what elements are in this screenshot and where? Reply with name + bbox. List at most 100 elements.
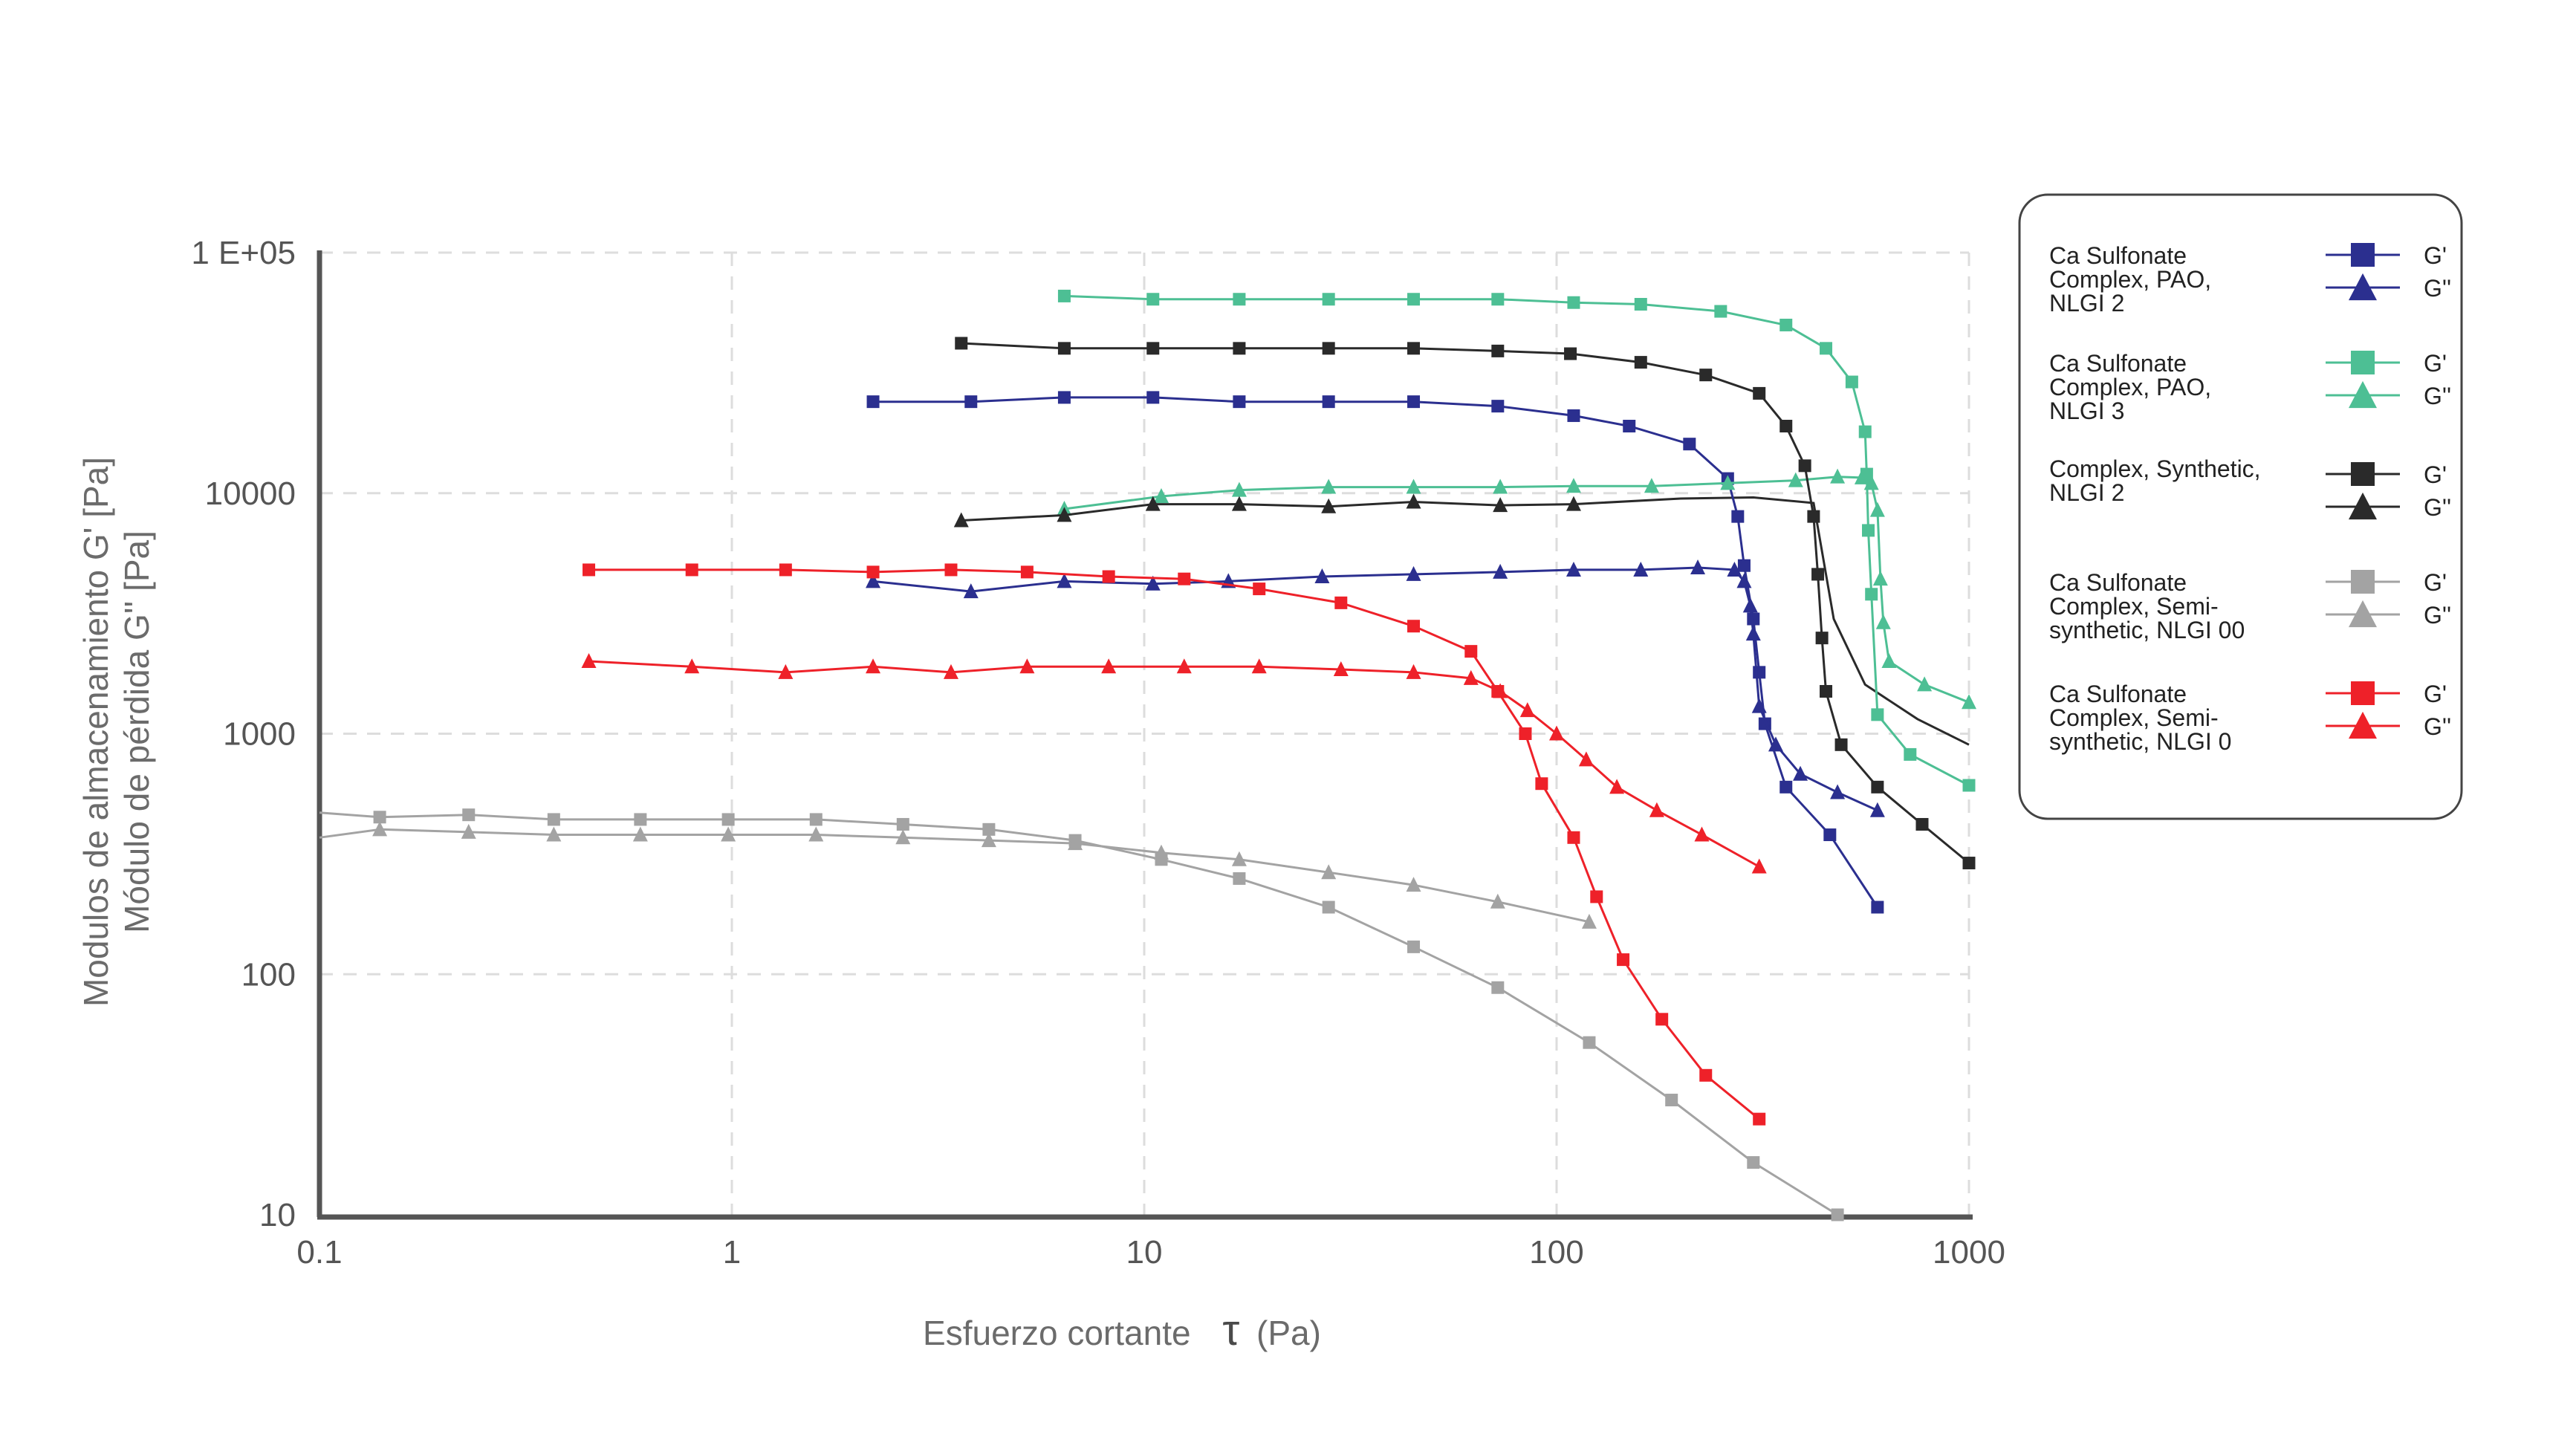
legend-label-line: synthetic, NLGI 0	[2049, 728, 2231, 755]
triangle-marker	[1333, 661, 1349, 677]
tick-labels: 0.1 1 10 100 1000 10 100 1000 10000 1 E+05	[191, 235, 2005, 1271]
square-marker	[1731, 510, 1745, 523]
legend-label-line: Complex, Semi-	[2049, 593, 2219, 620]
triangle-marker	[2349, 600, 2377, 628]
x-axis-title: Esfuerzo cortante τ (Pa)	[923, 1306, 1321, 1354]
triangle-marker	[1690, 559, 1706, 575]
square-marker	[373, 811, 386, 824]
series-red-g1	[583, 563, 1766, 1126]
triangle-marker	[1314, 568, 1330, 584]
triangle-marker	[808, 826, 824, 842]
square-marker	[1865, 588, 1878, 601]
square-marker	[1815, 632, 1829, 645]
triangle-marker	[1581, 913, 1597, 929]
triangle-marker	[1962, 694, 1976, 710]
square-marker	[1820, 684, 1833, 698]
triangle-marker	[1493, 497, 1508, 513]
legend-label-line: NLGI 3	[2049, 398, 2124, 424]
series-line	[588, 660, 1760, 868]
square-marker	[1807, 510, 1820, 523]
square-marker	[1322, 342, 1335, 355]
square-marker	[1057, 391, 1071, 404]
triangle-marker	[1493, 683, 1508, 698]
triangle-marker	[1145, 496, 1161, 511]
square-marker	[1322, 293, 1335, 306]
series-blue-g1	[866, 391, 1884, 914]
y-tick-label: 1000	[223, 716, 296, 753]
triangle-marker	[1493, 478, 1508, 494]
triangle-marker	[1019, 658, 1035, 674]
triangle-marker	[1406, 877, 1421, 892]
square-marker	[1407, 293, 1421, 306]
square-marker	[944, 563, 958, 577]
square-marker	[685, 563, 698, 577]
triangle-marker	[1768, 736, 1783, 752]
triangle-marker	[1493, 563, 1508, 579]
triangle-marker	[1788, 472, 1803, 487]
triangle-marker	[1068, 835, 1083, 851]
square-marker	[1322, 901, 1335, 914]
square-marker	[1407, 940, 1421, 953]
triangle-marker	[1751, 698, 1767, 713]
triangle-marker	[1869, 502, 1885, 517]
square-marker	[1634, 356, 1647, 369]
triangle-marker	[2349, 380, 2377, 409]
square-marker	[1820, 342, 1833, 355]
series-black-g1	[955, 337, 1976, 870]
square-marker	[1699, 1068, 1713, 1082]
triangle-marker	[1176, 658, 1192, 674]
triangle-marker	[1406, 493, 1421, 509]
square-marker	[1102, 570, 1115, 583]
series-green-g2	[1057, 468, 1976, 710]
triangle-marker	[1463, 669, 1479, 685]
triangle-marker	[1644, 478, 1659, 493]
series-line	[1573, 496, 1970, 746]
y-tick-label: 1 E+05	[191, 235, 296, 271]
y-tick-label: 10	[259, 1197, 296, 1233]
square-marker	[1655, 1013, 1669, 1026]
square-marker	[1491, 344, 1505, 357]
square-marker	[1057, 289, 1071, 302]
x-axis-symbol: τ	[1222, 1306, 1239, 1354]
x-axis-unit: (Pa)	[1256, 1314, 1321, 1352]
legend-label-line: synthetic, NLGI 00	[2049, 617, 2245, 643]
series-line	[872, 566, 1878, 812]
triangle-marker	[1578, 751, 1594, 767]
triangle-marker	[1881, 653, 1897, 669]
triangle-marker	[1609, 779, 1625, 794]
legend-label-line: Ca Sulfonate	[2049, 242, 2187, 269]
legend-label-line: Ca Sulfonate	[2049, 350, 2187, 377]
square-marker	[1590, 890, 1603, 903]
square-marker	[1915, 817, 1929, 831]
square-marker	[1699, 369, 1713, 382]
triangle-marker	[895, 829, 911, 845]
x-tick-label: 100	[1529, 1234, 1583, 1271]
x-axis-label: Esfuerzo cortante	[923, 1314, 1191, 1352]
square-marker	[1779, 318, 1793, 331]
legend-label-line: NLGI 2	[2049, 290, 2124, 317]
legend-label-line: Ca Sulfonate	[2049, 681, 2187, 707]
legend-label-line: Complex, Synthetic,	[2049, 455, 2261, 482]
triangle-marker	[2349, 711, 2377, 739]
triangle-marker	[866, 658, 881, 674]
square-marker	[1464, 645, 1478, 658]
square-marker	[1834, 738, 1848, 751]
square-marker	[1146, 391, 1160, 404]
y-axis-label-line-2: Módulo de pérdida G'' [Pa]	[117, 530, 156, 933]
square-marker	[779, 563, 792, 577]
series-black-g2	[953, 493, 1581, 528]
legend-g2-label: G''	[2424, 713, 2451, 740]
square-marker	[1904, 747, 1917, 761]
square-marker	[896, 817, 909, 831]
triangle-marker	[943, 663, 958, 679]
legend-g2-label: G''	[2424, 275, 2451, 302]
triangle-marker	[1830, 468, 1846, 484]
square-marker	[1623, 420, 1636, 433]
square-marker	[1407, 395, 1421, 409]
series-green-g1	[1057, 289, 1976, 792]
square-marker	[1407, 620, 1421, 633]
triangle-marker	[1727, 561, 1742, 577]
series-line	[961, 500, 1574, 522]
